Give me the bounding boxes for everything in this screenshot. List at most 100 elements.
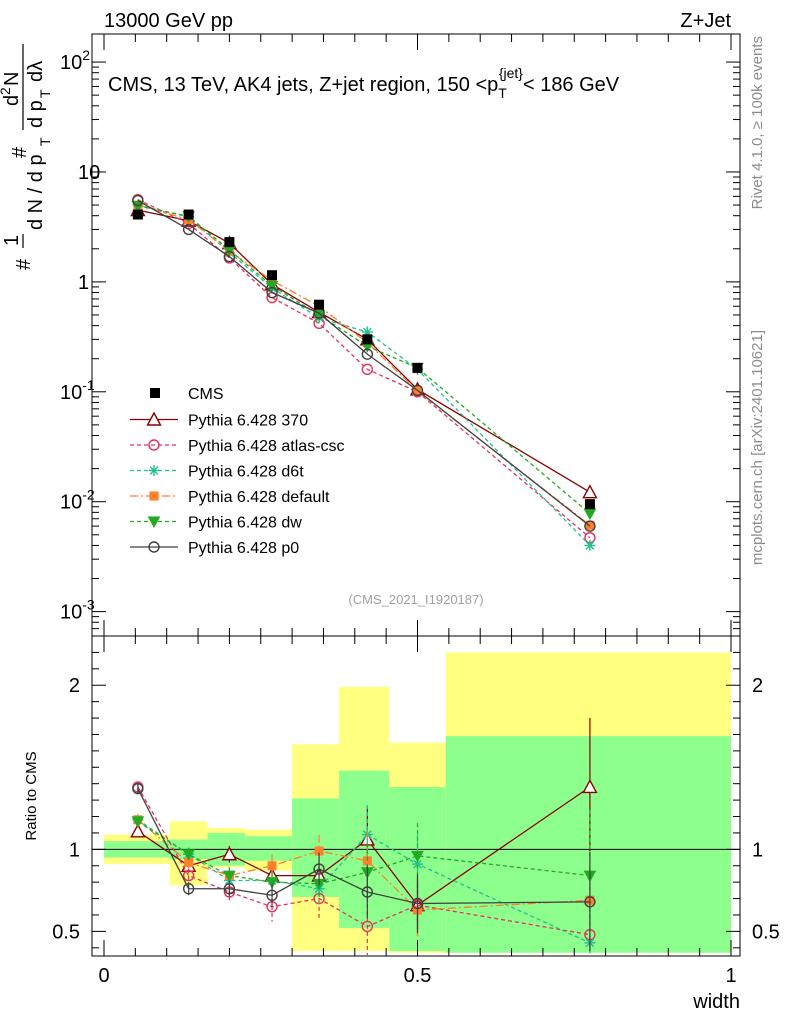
series-3-ratio-point-4	[314, 846, 324, 856]
y-tick-base-5: 10	[60, 52, 82, 74]
analysis-watermark: (CMS_2021_I1920187)	[348, 592, 483, 607]
y-tick-base-0: 10	[60, 602, 82, 624]
series-5-point-0	[132, 194, 144, 207]
y-tick-label-4: 10	[78, 162, 100, 184]
series-4-ratio-line	[137, 820, 590, 885]
series-2-ratio-point-6-d	[413, 859, 422, 869]
legend-marker-0	[146, 411, 162, 426]
y-tick-exp-5: 2	[82, 47, 90, 63]
series-0-ratio-point-0	[130, 823, 146, 838]
series-3-ratio-point-5	[362, 856, 372, 866]
cms-point-3	[267, 270, 278, 281]
series-4-ratio-point-3	[265, 877, 279, 889]
series-2-ratio-line	[137, 819, 591, 944]
ratio-tick-label-left-2: 2	[69, 675, 80, 697]
y-tick-label-2: 10-1	[60, 377, 95, 404]
header-right: Z+Jet	[680, 10, 731, 32]
series-5-line	[137, 199, 591, 527]
y-label-sub-t1: T	[37, 137, 53, 146]
legend-marker-2-d	[149, 466, 159, 475]
y-tick-label-5: 102	[60, 47, 90, 74]
cms-point-6	[412, 362, 423, 373]
series-4-ratio-point-2	[223, 870, 236, 883]
y-label-d2n: d	[1, 95, 23, 106]
ratio-y-axis-label: Ratio to CMS	[23, 751, 40, 840]
series-0-ratio-point-7	[582, 779, 598, 794]
y-label-sub-t2: T	[37, 89, 53, 98]
cms-point-7	[584, 499, 595, 510]
main-plot-series	[130, 193, 598, 551]
series-5-point-5	[361, 348, 374, 360]
cms-point-4	[314, 299, 325, 310]
series-4-ratio-point-6	[411, 850, 424, 863]
rivet-label: Rivet 4.1.0, ≥ 100k events	[749, 36, 766, 209]
series-4-ratio-point-1	[182, 849, 195, 861]
series-4-ratio-point-0	[131, 816, 145, 828]
legend-label-1: Pythia 6.428 atlas-csc	[188, 438, 345, 455]
legend-cms-label: CMS	[188, 386, 224, 403]
y-tick-exp-0: -3	[82, 597, 95, 613]
series-2-point-7	[584, 539, 596, 551]
legend: CMS Pythia 6.428 370 Pythia 6.428 atlas-cs…	[130, 386, 345, 557]
x-tick-label-1: 0.5	[404, 965, 432, 987]
ratio-tick-label-right-0: 0.5	[752, 921, 780, 943]
legend-label-4: Pythia 6.428 dw	[188, 515, 302, 532]
y-tick-base-2: 10	[60, 382, 82, 404]
plot-title-sup: {jet}	[499, 65, 523, 81]
y-tick-label-3: 1	[78, 272, 89, 294]
series-5-point-6	[411, 384, 424, 397]
y-label-hash1: #	[13, 258, 35, 270]
series-4-point-3	[265, 280, 279, 293]
series-0-line	[137, 209, 591, 493]
ratio-plot-series	[130, 718, 598, 956]
series-3-ratio-point-1	[184, 857, 194, 867]
green-band-3	[245, 836, 293, 861]
series-4-line	[137, 205, 591, 515]
series-5-ratio-point-0	[132, 782, 144, 795]
y-label-one: 1	[1, 235, 23, 246]
plot-title-main: CMS, 13 TeV, AK4 jets, Z+jet region, 150…	[108, 74, 498, 96]
plot-title-sub: T	[498, 85, 507, 101]
plot-title: CMS, 13 TeV, AK4 jets, Z+jet region, 150…	[108, 65, 620, 101]
ratio-tick-label-left-0: 0.5	[52, 921, 80, 943]
y-label-n: N	[1, 72, 23, 86]
cms-point-2	[224, 237, 235, 248]
series-5-ratio-point-2	[223, 883, 236, 895]
x-tick-label-0: 0	[98, 965, 109, 987]
y-tick-base-3: 1	[78, 272, 89, 294]
series-5-point-7	[584, 520, 596, 532]
cms-point-1	[183, 209, 194, 220]
series-5-ratio-line	[137, 788, 590, 905]
ratio-plot-frame	[91, 635, 741, 957]
series-4-point-7	[583, 508, 597, 521]
series-3-ratio-point-3	[267, 861, 277, 871]
series-5-ratio-point-6	[411, 897, 424, 910]
y-label-dn-dpt: d N / d p	[25, 154, 47, 230]
series-1-point-5	[361, 363, 374, 376]
legend-label-2: Pythia 6.428 d6t	[188, 464, 304, 481]
series-5-point-1	[182, 223, 195, 236]
green-band-7	[445, 736, 731, 953]
y-tick-base-1: 10	[60, 492, 82, 514]
legend-cms-marker	[150, 388, 160, 398]
x-tick-label-2: 1	[725, 965, 736, 987]
mcplots-label: mcplots.cern.ch [arXiv:2401.10621]	[749, 330, 766, 565]
legend-marker-3	[149, 491, 159, 501]
y-label-sup-2: 2	[0, 87, 13, 95]
y-label-dlambda: dλ	[25, 61, 47, 82]
ratio-tick-label-right-1: 1	[752, 839, 763, 861]
cms-point-5	[362, 334, 373, 345]
cms-point-0	[132, 209, 143, 220]
series-1-ratio-point-1	[182, 869, 195, 882]
y-label-dpt: d p	[25, 100, 47, 128]
series-1-ratio-point-5	[361, 920, 374, 933]
legend-label-3: Pythia 6.428 default	[188, 489, 330, 506]
legend-marker-1	[148, 439, 160, 451]
top-y-axis-label: # 1 d N / d p T # d 2 N d p T dλ	[0, 44, 53, 270]
series-5-ratio-point-7	[584, 896, 596, 908]
ratio-tick-label-left-1: 1	[69, 839, 80, 861]
series-0-ratio-point-2	[221, 846, 238, 861]
series-5-ratio-point-4	[313, 863, 325, 875]
